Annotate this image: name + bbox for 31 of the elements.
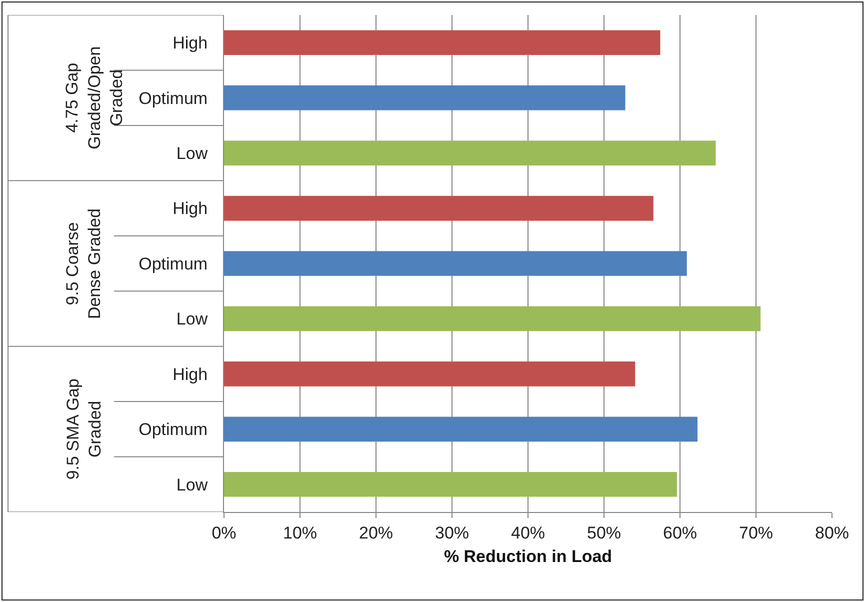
x-tick-label: 80% (814, 523, 850, 542)
y-tick-label: High (172, 199, 208, 218)
y-tick-label: Low (176, 475, 208, 494)
y-tick-label: Optimum (138, 420, 208, 440)
bar (224, 85, 626, 110)
x-tick-label: 60% (662, 523, 698, 542)
bar (224, 362, 636, 386)
x-tick-label: 10% (282, 523, 318, 542)
bar (224, 196, 654, 221)
y-tick-label: Low (176, 310, 208, 329)
bar (224, 416, 698, 442)
bar (224, 30, 660, 56)
y-tick-label: High (172, 34, 208, 53)
y-tick-label: Low (176, 144, 208, 164)
bar (224, 140, 716, 166)
bar (224, 251, 687, 276)
x-tick-label: 30% (434, 523, 470, 542)
text: 9.5 SMA Gap Graded (63, 378, 104, 480)
y-tick-label: High (172, 364, 208, 384)
bar (224, 472, 677, 497)
x-tick-label: 40% (510, 523, 546, 542)
text: 4.75 Gap Graded/Open Graded (62, 46, 126, 150)
y-tick-label: Optimum (138, 88, 208, 108)
y-tick-label: Optimum (138, 254, 208, 274)
x-tick-label: 20% (358, 523, 394, 542)
x-axis-title: % Reduction in Load (444, 546, 612, 566)
x-tick-label: 70% (738, 523, 774, 542)
x-tick-label: 0% (212, 523, 236, 542)
text: 9.5 Coarse Dense Graded (63, 208, 104, 319)
bar (224, 306, 761, 332)
x-tick-label: 50% (586, 523, 622, 542)
